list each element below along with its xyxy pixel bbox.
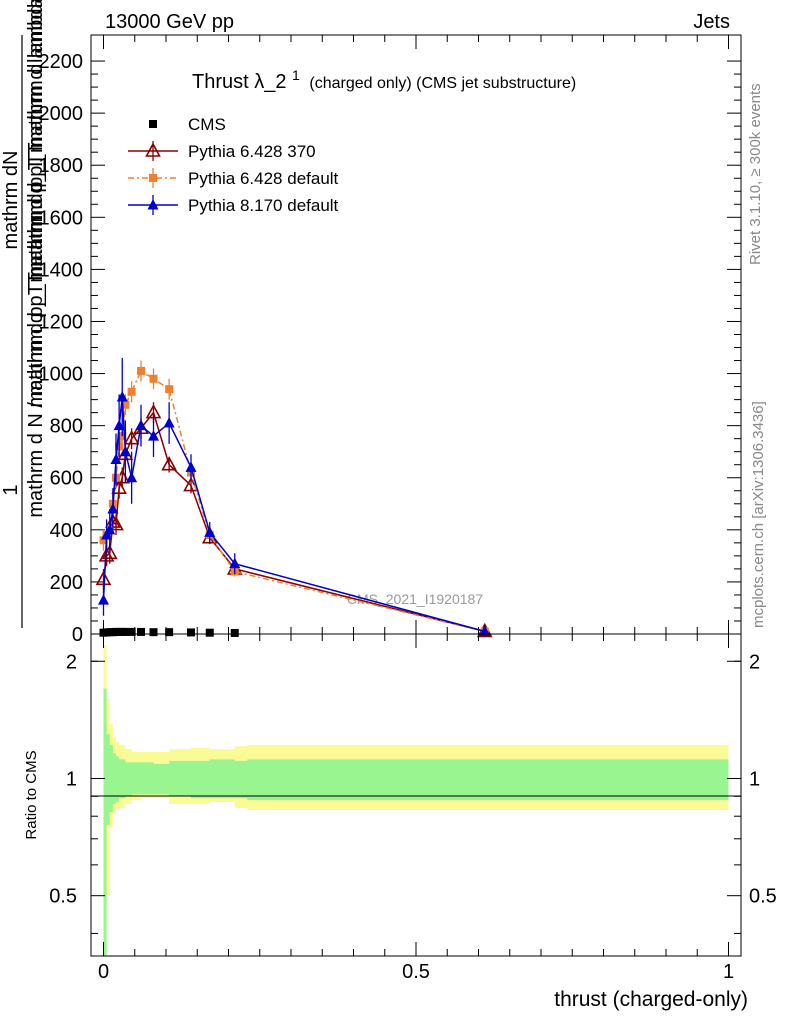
series-line xyxy=(102,369,485,633)
y-tick-label: 600 xyxy=(50,468,83,490)
legend-marker xyxy=(149,174,157,182)
ratio-outer-band xyxy=(103,645,729,956)
ylabel-mid: mathrm dN xyxy=(0,151,22,250)
ratio-bands xyxy=(103,645,729,956)
data-point xyxy=(110,453,122,465)
data-point xyxy=(98,594,109,605)
y-tick-label: 1800 xyxy=(39,155,84,177)
main-y-axis: 0 200 400 600 800 1000 1200 1400 1600 1800 2000 220… xyxy=(39,51,741,646)
header-left: 13000 GeV pp xyxy=(105,11,234,33)
series-3 xyxy=(98,357,491,636)
series-line xyxy=(102,396,485,633)
ylabel-top: 1 xyxy=(0,484,22,495)
y-tick-label: 800 xyxy=(50,416,83,438)
data-point xyxy=(183,476,199,492)
data-point xyxy=(148,430,159,441)
ylabel-denom-2: mathrm d p_T mathrm d lambda xyxy=(25,0,47,283)
ylabel-denom-1: mathrm d p_T mathrm d p_T mathrm d lambd… xyxy=(25,0,47,407)
data-point xyxy=(163,417,175,428)
legend: CMS Pythia 6.428 370 Pythia 6.428 default P… xyxy=(128,115,339,215)
data-point xyxy=(121,400,130,409)
data-point xyxy=(149,374,158,383)
data-point xyxy=(95,570,112,586)
data-point xyxy=(204,526,216,537)
ylabel-denom-0: mathrm d N / mathrm d p_T mathrm d p_T xyxy=(25,142,47,517)
x-tick-label: 1 xyxy=(723,961,734,983)
ratio-y-tick-label-right: 0.5 xyxy=(749,886,777,908)
ratio-y-tick-label: 1 xyxy=(66,768,77,790)
x-tick-label: 0.5 xyxy=(402,961,430,983)
data-point xyxy=(185,461,197,472)
ratio-ylabel: Ratio to CMS xyxy=(23,750,40,839)
data-point xyxy=(119,445,131,457)
data-point xyxy=(127,627,136,636)
y-tick-label: 0 xyxy=(72,624,83,646)
data-point xyxy=(104,523,116,535)
header-right: Jets xyxy=(693,11,730,33)
ratio-y-tick-label: 0.5 xyxy=(49,886,77,908)
data-point xyxy=(149,628,158,637)
data-point xyxy=(165,628,174,637)
data-point xyxy=(98,547,115,562)
ratio-y-tick-label-right: 1 xyxy=(749,768,760,790)
data-point xyxy=(123,429,140,445)
data-point xyxy=(107,502,119,514)
legend-label: CMS xyxy=(188,115,226,134)
data-point xyxy=(99,536,108,545)
data-point xyxy=(127,387,136,396)
ratio-inner-band xyxy=(103,688,729,956)
data-point xyxy=(137,627,145,636)
data-point xyxy=(479,625,491,636)
data-point xyxy=(161,456,177,471)
ratio-y-tick-label-right: 2 xyxy=(749,651,760,673)
y-tick-label: 1000 xyxy=(39,364,84,386)
data-point xyxy=(229,557,241,569)
y-tick-label: 2000 xyxy=(39,103,84,125)
data-point xyxy=(137,366,145,375)
legend-label: Pythia 6.428 370 xyxy=(188,142,316,161)
y-tick-label: 1600 xyxy=(39,207,84,229)
ratio-y-tick-label: 2 xyxy=(66,651,77,673)
series-layer xyxy=(95,357,493,638)
x-axis-label: thrust (charged-only) xyxy=(554,988,748,1011)
legend-marker xyxy=(149,120,157,128)
legend-label: Pythia 6.428 default xyxy=(188,169,339,188)
y-tick-label: 1400 xyxy=(39,259,84,281)
data-point xyxy=(126,471,138,483)
y-tick-label: 200 xyxy=(50,572,83,594)
plot-subtitle: (charged only) (CMS jet substructure) xyxy=(309,75,576,92)
data-point xyxy=(135,419,147,431)
x-tick-label: 0 xyxy=(98,961,109,983)
y-tick-label: 400 xyxy=(50,520,83,542)
data-point xyxy=(230,628,239,637)
ratio-y-axis: 0.5 0.5 1 1 2 2 xyxy=(49,651,777,934)
data-point xyxy=(116,391,128,402)
legend-label: Pythia 8.170 default xyxy=(188,196,339,215)
rivet-label: Rivet 3.1.10, ≥ 300k events xyxy=(747,83,764,265)
series-0 xyxy=(99,627,239,637)
plot-title-main: Thrust λ_2 xyxy=(192,71,286,93)
ratio-x-axis: 0 0.5 1 xyxy=(98,634,734,983)
legend-marker xyxy=(147,199,159,210)
legend-marker xyxy=(145,142,161,157)
mcplots-label: mcplots.cern.ch [arXiv:1306.3436] xyxy=(750,401,767,628)
data-point xyxy=(187,628,195,637)
data-point xyxy=(165,385,174,394)
y-tick-label: 2200 xyxy=(39,51,84,73)
data-point xyxy=(113,419,125,431)
data-point xyxy=(121,627,130,636)
plot-title: Thrust λ_2 1 (charged only) (CMS jet sub… xyxy=(192,63,576,93)
y-tick-label: 1200 xyxy=(39,311,84,333)
data-point xyxy=(205,628,214,637)
y-axis-label: 1 mathrm dN mathrm d N / mathrm d p_T ma… xyxy=(0,0,47,628)
plot-title-sup: 1 xyxy=(292,67,300,83)
series-line xyxy=(102,411,485,633)
